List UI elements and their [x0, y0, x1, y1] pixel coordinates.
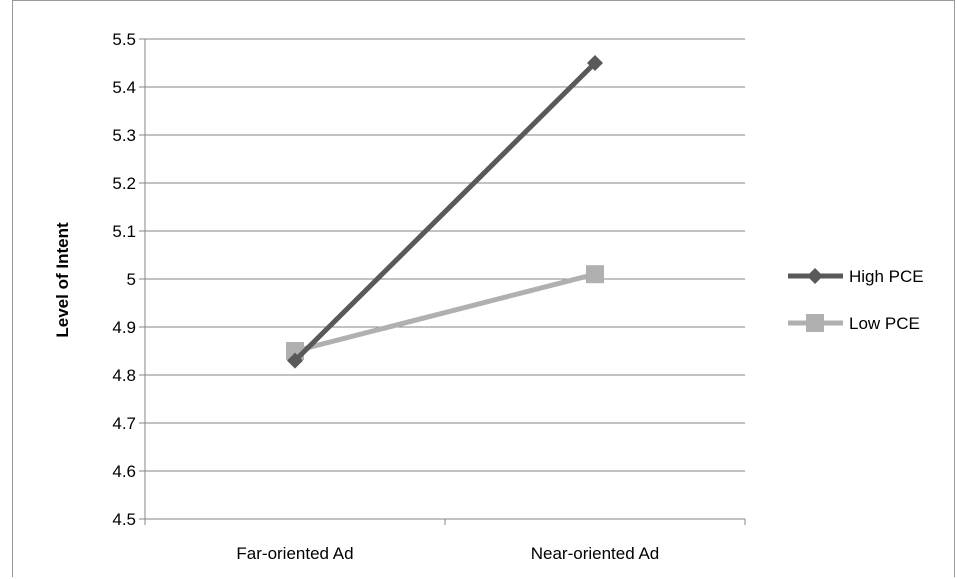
data-point: [586, 265, 604, 284]
y-tick-label: 4.7: [112, 414, 136, 433]
legend-item: High PCE: [788, 267, 924, 286]
y-tick-label: 4.9: [112, 318, 136, 337]
legend-marker: [807, 268, 823, 284]
axes: [144, 39, 746, 525]
y-tick-label: 5: [127, 270, 136, 289]
y-tick-label: 5.4: [112, 78, 136, 97]
legend-item: Low PCE: [788, 314, 920, 333]
x-tick-labels: Far-oriented Ad Near-oriented Ad: [236, 544, 659, 563]
y-tick-label: 5.5: [112, 30, 136, 49]
series-high-pce: [287, 55, 603, 369]
y-tick-label: 4.8: [112, 366, 136, 385]
x-tick-label: Far-oriented Ad: [236, 544, 353, 563]
x-tick-label: Near-oriented Ad: [531, 544, 660, 563]
legend-label: High PCE: [849, 267, 924, 286]
legend: High PCE Low PCE: [788, 267, 924, 333]
series-layer: [286, 55, 604, 369]
series-line: [294, 271, 596, 354]
series-line: [293, 61, 597, 363]
data-point: [587, 55, 603, 71]
y-tick-label: 5.1: [112, 222, 136, 241]
y-tick-label: 5.2: [112, 174, 136, 193]
chart-frame: [12, 0, 955, 577]
legend-label: Low PCE: [849, 314, 920, 333]
y-tick-label: 4.6: [112, 462, 136, 481]
gridlines: [139, 38, 745, 520]
y-axis-label: Level of Intent: [53, 222, 72, 338]
data-point: [287, 352, 303, 369]
y-tick-labels: 4.5 4.6 4.7 4.8 4.9 5 5.1 5.2 5.3 5.4 5.5: [112, 30, 136, 529]
y-tick-label: 5.3: [112, 126, 136, 145]
legend-marker: [806, 314, 824, 332]
y-tick-label: 4.5: [112, 510, 136, 529]
